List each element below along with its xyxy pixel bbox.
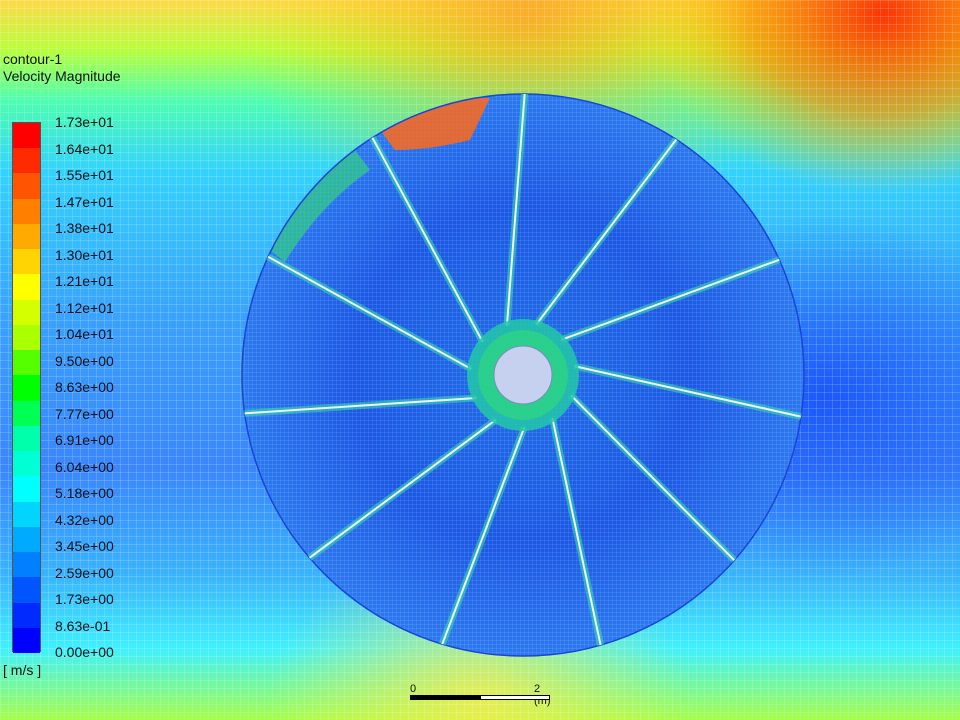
colorbar-tick-label: 1.64e+01 (55, 140, 114, 157)
colorbar-swatch (13, 501, 40, 528)
blade (244, 396, 477, 415)
colorbar-swatch (13, 173, 40, 200)
colorbar-swatch (13, 526, 40, 553)
colorbar-tick-label: 1.47e+01 (55, 193, 114, 210)
scale-start-label: 0 (410, 683, 417, 695)
colorbar-tick-label: 1.73e+00 (55, 591, 114, 607)
colorbar-tick-label: 5.18e+00 (55, 485, 114, 501)
colorbar-swatch (13, 476, 40, 503)
scale-bar: 0 2 (m) (410, 683, 551, 707)
colorbar-tick-label: 1.73e+01 (55, 114, 114, 130)
scale-segment-light (480, 695, 550, 700)
colorbar-swatch (13, 400, 40, 427)
blade (551, 417, 602, 646)
colorbar (12, 122, 41, 654)
colorbar-tick-label: 8.63e+00 (55, 379, 114, 395)
blade (308, 418, 497, 559)
colorbar-swatch (13, 123, 40, 149)
colorbar-swatch (13, 198, 40, 225)
hub-disc (467, 319, 579, 431)
colorbar-swatch (13, 577, 40, 604)
colorbar-tick-label: 1.55e+01 (55, 167, 114, 183)
colorbar-swatch (13, 627, 40, 654)
colorbar-swatch (13, 274, 40, 301)
blade (560, 258, 780, 341)
blade (267, 255, 472, 370)
colorbar-tick-label: 6.91e+00 (55, 432, 114, 448)
blade (570, 394, 735, 561)
colorbar-swatch (13, 148, 40, 174)
blade (505, 93, 526, 326)
colorbar-tick-label: 1.04e+01 (55, 326, 114, 342)
blade (574, 365, 802, 418)
colorbar-swatch (13, 350, 40, 376)
colorbar-tick-label: 0.00e+00 (55, 644, 114, 660)
colorbar-tick-label: 9.50e+00 (55, 352, 114, 369)
blade (371, 137, 484, 343)
contour-quantity: Velocity Magnitude (3, 68, 121, 84)
colorbar-swatch (13, 299, 40, 326)
contour-name: contour-1 (3, 51, 63, 67)
scale-segment-dark (410, 695, 480, 700)
colorbar-tick-label: 8.63e-01 (55, 617, 111, 634)
colorbar-swatch (13, 451, 40, 477)
units-label: [ m/s ] (3, 662, 42, 678)
colorbar-tick-label: 1.12e+01 (55, 299, 114, 316)
colorbar-swatch (13, 552, 40, 578)
colorbar-tick-label: 1.21e+01 (55, 273, 114, 289)
colorbar-swatch (13, 223, 40, 250)
colorbar-swatch (13, 324, 40, 351)
colorbar-swatch (13, 425, 40, 452)
colorbar-tick-label: 7.77e+00 (55, 405, 114, 422)
colorbar-swatch (13, 249, 40, 275)
colorbar-swatch (13, 375, 40, 402)
blade (441, 426, 526, 645)
impeller-blades (244, 93, 802, 646)
colorbar-tick-label: 3.45e+00 (55, 538, 114, 554)
colorbar-tick-label: 6.04e+00 (55, 458, 114, 475)
colorbar-tick-label: 1.38e+01 (55, 220, 114, 236)
colorbar-tick-label: 4.32e+00 (55, 511, 114, 528)
blade (535, 138, 678, 326)
colorbar-swatch (13, 602, 40, 629)
colorbar-tick-label: 2.59e+00 (55, 564, 114, 581)
colorbar-tick-label: 1.30e+01 (55, 246, 114, 263)
